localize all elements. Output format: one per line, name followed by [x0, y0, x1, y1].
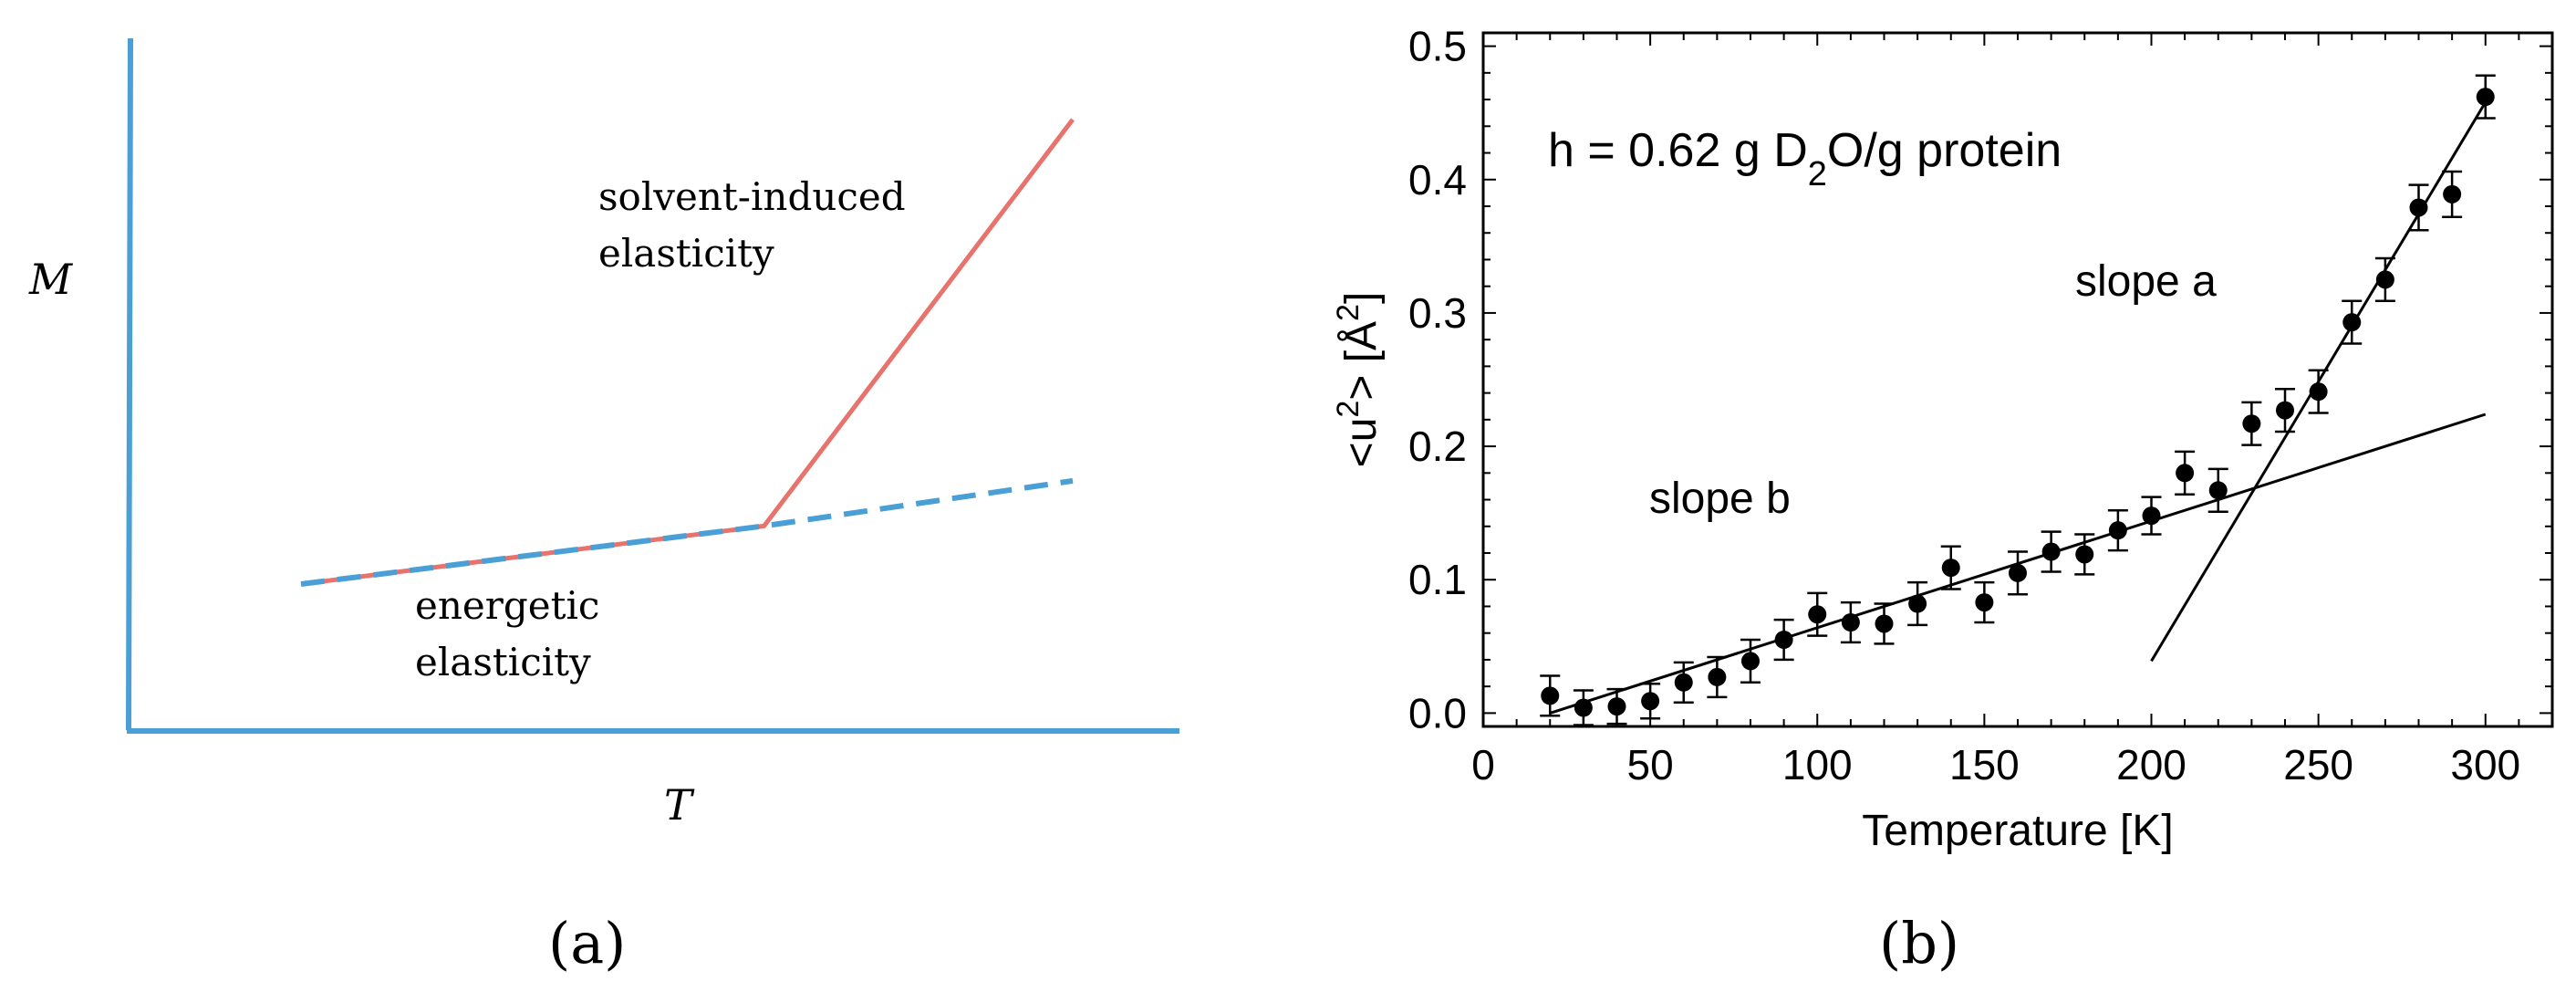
data-point: [1574, 698, 1593, 717]
panel-a-caption: (a): [548, 910, 626, 976]
panel-a-y-axis: [126, 37, 133, 731]
annotation-solvent-line1: solvent-induced: [598, 174, 906, 219]
data-point: [2309, 382, 2328, 402]
data-point: [1741, 652, 1760, 671]
data-point: [1908, 594, 1927, 613]
panel-b: 0 50 100 150 200 250 300 0.0 0.1 0.2 0.3 0.4 0.5 Tem…: [1331, 23, 2554, 976]
data-point: [2276, 401, 2294, 420]
data-point: [1975, 593, 1994, 612]
annotation-solvent-line2: elasticity: [598, 231, 774, 276]
data-point: [2041, 542, 2061, 561]
panel-a: M T solvent-induced elasticity energetic…: [28, 37, 1179, 976]
x-tick-label: 150: [1949, 741, 2020, 788]
x-tick-label: 100: [1782, 741, 1853, 788]
data-point: [1641, 692, 1660, 711]
data-point: [2208, 481, 2228, 500]
data-point: [1774, 631, 1793, 649]
panel-b-slope-b-label: slope b: [1649, 475, 1791, 523]
panel-a-xlabel: T: [664, 780, 695, 830]
data-point: [2108, 521, 2127, 540]
data-point: [2476, 88, 2495, 107]
data-point: [2176, 464, 2195, 483]
panel-b-ticks: 0 50 100 150 200 250 300 0.0 0.1 0.2 0.3 0.4 0.5: [1408, 23, 2553, 788]
panel-b-main-annotation: h = 0.62 g D2O/g protein: [1548, 124, 2062, 193]
y-tick-label: 0.4: [1408, 156, 1467, 204]
panel-a-annotation-solvent: solvent-induced elasticity: [598, 174, 918, 276]
panel-a-series-dashed: [300, 477, 1074, 587]
panel-b-caption: (b): [1879, 910, 1959, 976]
x-tick-label: 50: [1627, 741, 1674, 788]
data-point: [2075, 545, 2094, 564]
data-point: [1674, 673, 1693, 692]
panel-b-fit-lines: [1549, 101, 2488, 715]
panel-b-ylabel-text: <u2> [Å2]: [1331, 292, 1386, 468]
panel-a-lines: [300, 118, 1075, 587]
y-tick-label: 0.5: [1408, 23, 1467, 70]
data-point: [2242, 414, 2261, 433]
annotation-energetic-line1: energetic: [415, 583, 599, 628]
data-point: [1941, 559, 1960, 578]
annotation-energetic-line2: elasticity: [415, 640, 591, 684]
x-tick-label: 0: [1471, 741, 1495, 788]
x-tick-label: 300: [2450, 741, 2520, 788]
data-point: [1607, 697, 1626, 716]
data-point: [1808, 605, 1827, 624]
data-point: [1841, 613, 1860, 632]
y-tick-label: 0.2: [1408, 423, 1467, 470]
panel-b-ylabel: <u2> [Å2]: [1331, 292, 1386, 468]
data-point: [2009, 563, 2027, 582]
data-point: [2443, 184, 2462, 204]
panel-b-slope-a-label: slope a: [2075, 257, 2217, 306]
panel-b-xlabel: Temperature [K]: [1862, 807, 2173, 855]
data-point: [2375, 270, 2394, 289]
panel-a-annotation-energetic: energetic elasticity: [415, 583, 612, 684]
data-point: [2409, 198, 2428, 217]
data-point: [1875, 614, 1894, 633]
data-point: [2342, 313, 2362, 332]
data-point: [2142, 506, 2161, 526]
y-tick-label: 0.0: [1408, 689, 1467, 736]
y-tick-label: 0.3: [1408, 289, 1467, 337]
data-point: [1541, 686, 1560, 705]
y-tick-label: 0.1: [1408, 556, 1467, 603]
x-tick-label: 250: [2283, 741, 2353, 788]
data-point: [1708, 667, 1727, 686]
panel-a-ylabel: M: [28, 255, 74, 304]
panel-b-points: [1540, 74, 2496, 726]
x-tick-label: 200: [2116, 741, 2186, 788]
